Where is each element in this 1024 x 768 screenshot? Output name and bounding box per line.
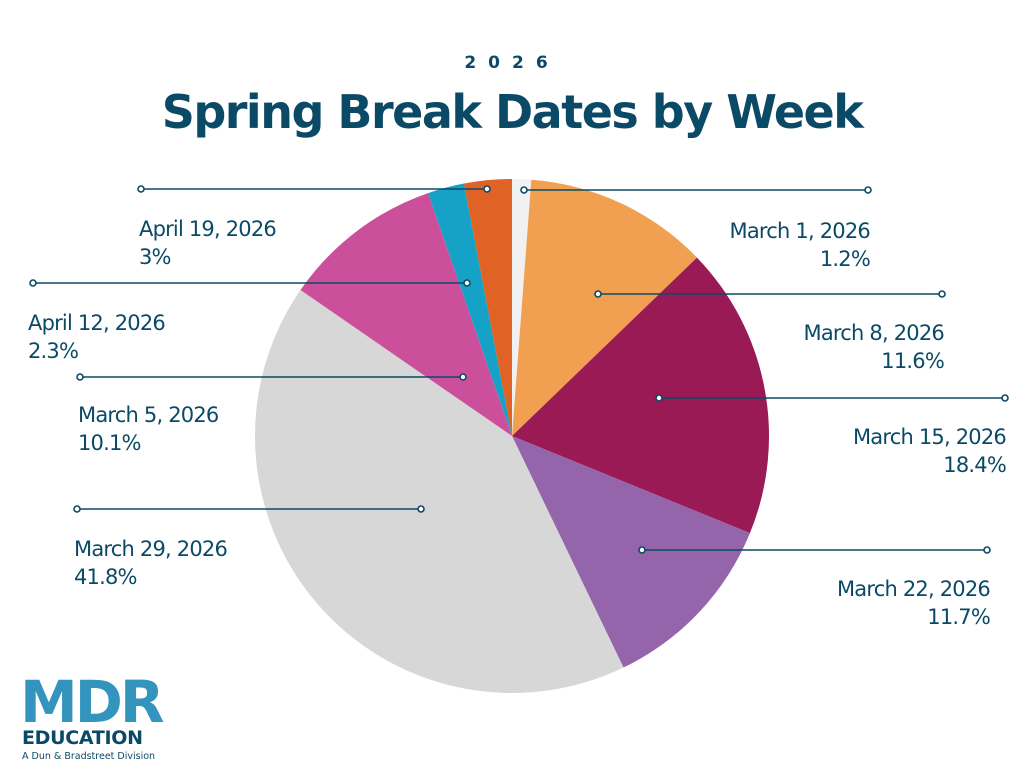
pie-slice — [254, 290, 624, 694]
pie-slice — [512, 257, 770, 534]
pie-slice — [463, 179, 512, 436]
leader-dot — [938, 290, 946, 298]
chart-subtitle: 2026 — [464, 53, 559, 73]
slice-label: March 8, 2026 — [804, 321, 945, 345]
slice-label: March 29, 2026 — [74, 537, 227, 561]
leader-dot — [520, 186, 528, 194]
slice-percent-label: 10.1% — [78, 431, 141, 455]
leader-dot — [463, 279, 471, 287]
pie-slices — [254, 179, 770, 694]
slice-label: March 15, 2026 — [853, 425, 1006, 449]
slice-labels: March 1, 2026 1.2% March 8, 2026 11.6% March… — [28, 217, 1007, 629]
logo-tagline: A Dun & Bradstreet Division — [22, 751, 155, 762]
leader-lines — [29, 185, 1009, 554]
leader-dot — [864, 186, 872, 194]
slice-percent-label: 11.7% — [927, 605, 990, 629]
leader-dot — [483, 185, 491, 193]
pie-slice — [512, 436, 750, 668]
leader-dot — [459, 373, 467, 381]
slice-percent-label: 1.2% — [820, 247, 870, 271]
slice-label: March 1, 2026 — [730, 219, 871, 243]
leader-dot — [417, 505, 425, 513]
leader-dot — [594, 290, 602, 298]
slice-percent-label: 41.8% — [74, 565, 137, 589]
leader-dot — [1001, 394, 1009, 402]
leader-dot — [638, 546, 646, 554]
pie-slice — [512, 179, 697, 437]
slice-label: April 12, 2026 — [28, 311, 165, 335]
leader-dot — [76, 373, 84, 381]
pie-slice — [512, 179, 532, 436]
mdr-logo: MDR EDUCATION A Dun & Bradstreet Divisio… — [20, 668, 167, 762]
slice-percent-label: 11.6% — [881, 349, 944, 373]
pie-slice — [428, 183, 512, 436]
logo-education: EDUCATION — [22, 727, 143, 749]
slice-percent-label: 3% — [139, 245, 171, 269]
slice-label: March 5, 2026 — [78, 403, 219, 427]
leader-dot — [655, 394, 663, 402]
pie-slice — [300, 193, 512, 436]
slice-percent-label: 2.3% — [28, 339, 78, 363]
leader-dot — [983, 546, 991, 554]
slice-percent-label: 18.4% — [943, 453, 1006, 477]
slice-label: April 19, 2026 — [139, 217, 276, 241]
leader-dot — [29, 279, 37, 287]
logo-mdr: MDR — [20, 668, 164, 736]
leader-dot — [137, 185, 145, 193]
leader-dot — [73, 505, 81, 513]
slice-label: March 22, 2026 — [837, 577, 990, 601]
chart-title: Spring Break Dates by Week — [162, 85, 866, 139]
